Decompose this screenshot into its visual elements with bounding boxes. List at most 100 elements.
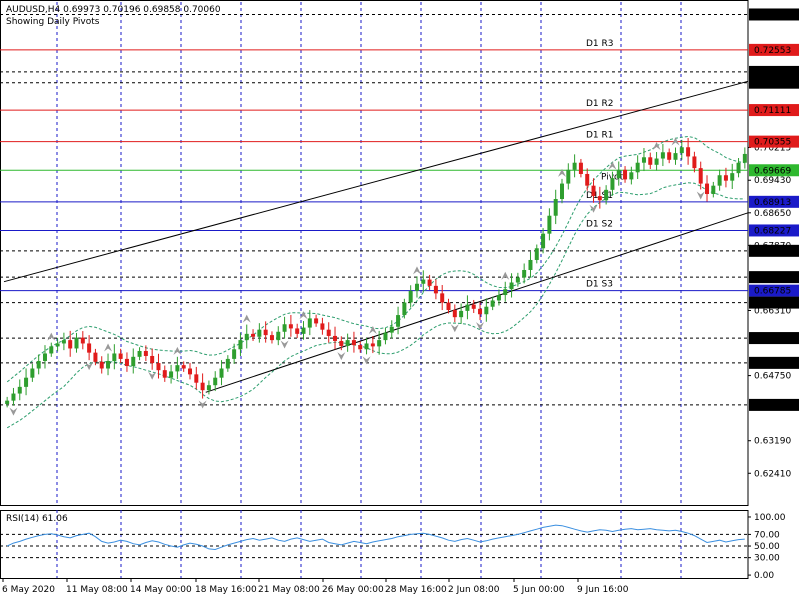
candle-body <box>515 277 520 283</box>
candle-body <box>288 324 293 329</box>
price-level-tag <box>749 135 799 148</box>
fractal-up-arrow <box>671 137 680 146</box>
rsi-pane-frame <box>0 510 749 579</box>
time-tick-label: 5 Jun 00:00 <box>513 585 565 595</box>
candle-body <box>591 185 596 197</box>
candle-body <box>585 173 590 186</box>
candle-body <box>723 175 728 181</box>
rsi-title: RSI(14) 61.06 <box>6 514 68 524</box>
candle-body <box>219 368 224 378</box>
price-tick-label: 0.63190 <box>754 437 791 447</box>
candle-body <box>528 259 533 270</box>
candle-body <box>534 248 539 260</box>
candle-body <box>736 162 741 174</box>
price-tick-label: 0.70215 <box>754 143 791 153</box>
candle-body <box>200 382 205 391</box>
candle-body <box>553 199 558 216</box>
price-level-tag-label: 0.73401 <box>754 10 791 20</box>
price-level-tag-label: 0.66785 <box>754 287 791 297</box>
candle-body <box>742 153 747 163</box>
candle-body <box>36 360 41 369</box>
price-tick-label: 0.66310 <box>754 306 791 316</box>
candle-body <box>282 324 287 332</box>
candle-body <box>616 169 621 179</box>
candle-body <box>68 340 73 349</box>
candle-body <box>641 157 646 163</box>
price-level-tag-label: 0.72025 <box>754 68 791 78</box>
rsi-layer: 100.00 70.00 50.00 30.00 0.00 <box>0 513 786 581</box>
candle-body <box>156 363 161 371</box>
candle-body <box>541 233 546 249</box>
price-level-tag <box>749 76 799 89</box>
candle-body <box>711 185 716 195</box>
candle-body <box>433 285 438 294</box>
fractal-up-arrow <box>608 161 617 170</box>
candle-body <box>118 353 123 359</box>
time-tick-label: 2 Jun 08:00 <box>448 585 500 595</box>
candle-body <box>566 169 571 184</box>
price-tick-label: 0.62410 <box>754 469 791 479</box>
candle-body <box>597 196 602 201</box>
candle-body <box>320 323 325 330</box>
candle-body <box>295 328 300 334</box>
chart-subtitle: Showing Daily Pivots <box>6 17 100 27</box>
channel-upper-line <box>3 80 749 283</box>
candle-body <box>478 308 483 315</box>
candle-body <box>679 147 684 154</box>
rsi-tick-label: 50.00 <box>754 542 780 552</box>
price-tick-label: 0.69430 <box>754 176 791 186</box>
candle-body <box>358 345 363 350</box>
pivot-level-label: D1 R1 <box>586 131 614 141</box>
price-level-tag <box>749 356 799 369</box>
candle-body <box>225 358 230 369</box>
candle-body <box>484 306 489 315</box>
candle-body <box>560 183 564 200</box>
chart-title: AUDUSD,H4 0.69973 0.70196 0.69858 0.7006… <box>6 5 221 15</box>
candle-body <box>686 147 691 157</box>
candle-body <box>150 355 155 364</box>
price-axis: 0.702150.694300.686500.678700.663100.647… <box>748 8 799 479</box>
candle-body <box>269 335 274 341</box>
fractal-down-arrow <box>9 407 18 416</box>
candle-body <box>402 302 407 316</box>
time-tick-label: 26 May 00:00 <box>322 585 384 595</box>
candle-body <box>522 269 527 278</box>
fractal-down-arrow <box>362 356 371 365</box>
candle-body <box>5 400 10 404</box>
candle-body <box>496 295 501 301</box>
price-level-tag-label: 0.68913 <box>754 198 791 208</box>
fractal-down-arrow <box>476 322 485 331</box>
price-level-tag-label: 0.69669 <box>754 166 791 176</box>
candle-body <box>206 385 211 391</box>
envelope-upper-band <box>6 135 745 383</box>
candle-body <box>257 329 262 337</box>
candle-body <box>471 304 476 309</box>
candle-body <box>717 175 722 186</box>
candle-body <box>446 302 451 311</box>
candle-body <box>17 386 22 394</box>
time-tick-label: 18 May 16:00 <box>195 585 257 595</box>
candle-body <box>30 368 35 378</box>
fractal-up-arrow <box>558 168 566 177</box>
channel-layer <box>3 80 749 393</box>
candle-body <box>345 340 350 346</box>
candle-body <box>194 374 199 383</box>
candle-body <box>93 352 98 362</box>
candle-body <box>251 333 256 337</box>
candle-body <box>188 368 192 375</box>
rsi-tick-label: 70.00 <box>754 530 780 540</box>
fractal-up-arrow <box>412 266 421 275</box>
pivot-level-label: D1 R2 <box>586 99 614 109</box>
fractal-down-arrow <box>589 204 598 213</box>
candle-body <box>61 340 66 344</box>
candle-body <box>314 318 319 324</box>
candle-body <box>408 290 413 303</box>
grid-layer <box>0 0 749 579</box>
price-level-tag-label: 0.70355 <box>754 138 791 148</box>
candle-body <box>421 279 426 284</box>
price-level-tag-label: 0.67739 <box>754 247 791 257</box>
pivot-level-label: D1 S3 <box>586 280 613 290</box>
candle-body <box>49 346 54 354</box>
time-tick-label: 28 May 16:00 <box>385 585 447 595</box>
candle-body <box>623 169 628 180</box>
